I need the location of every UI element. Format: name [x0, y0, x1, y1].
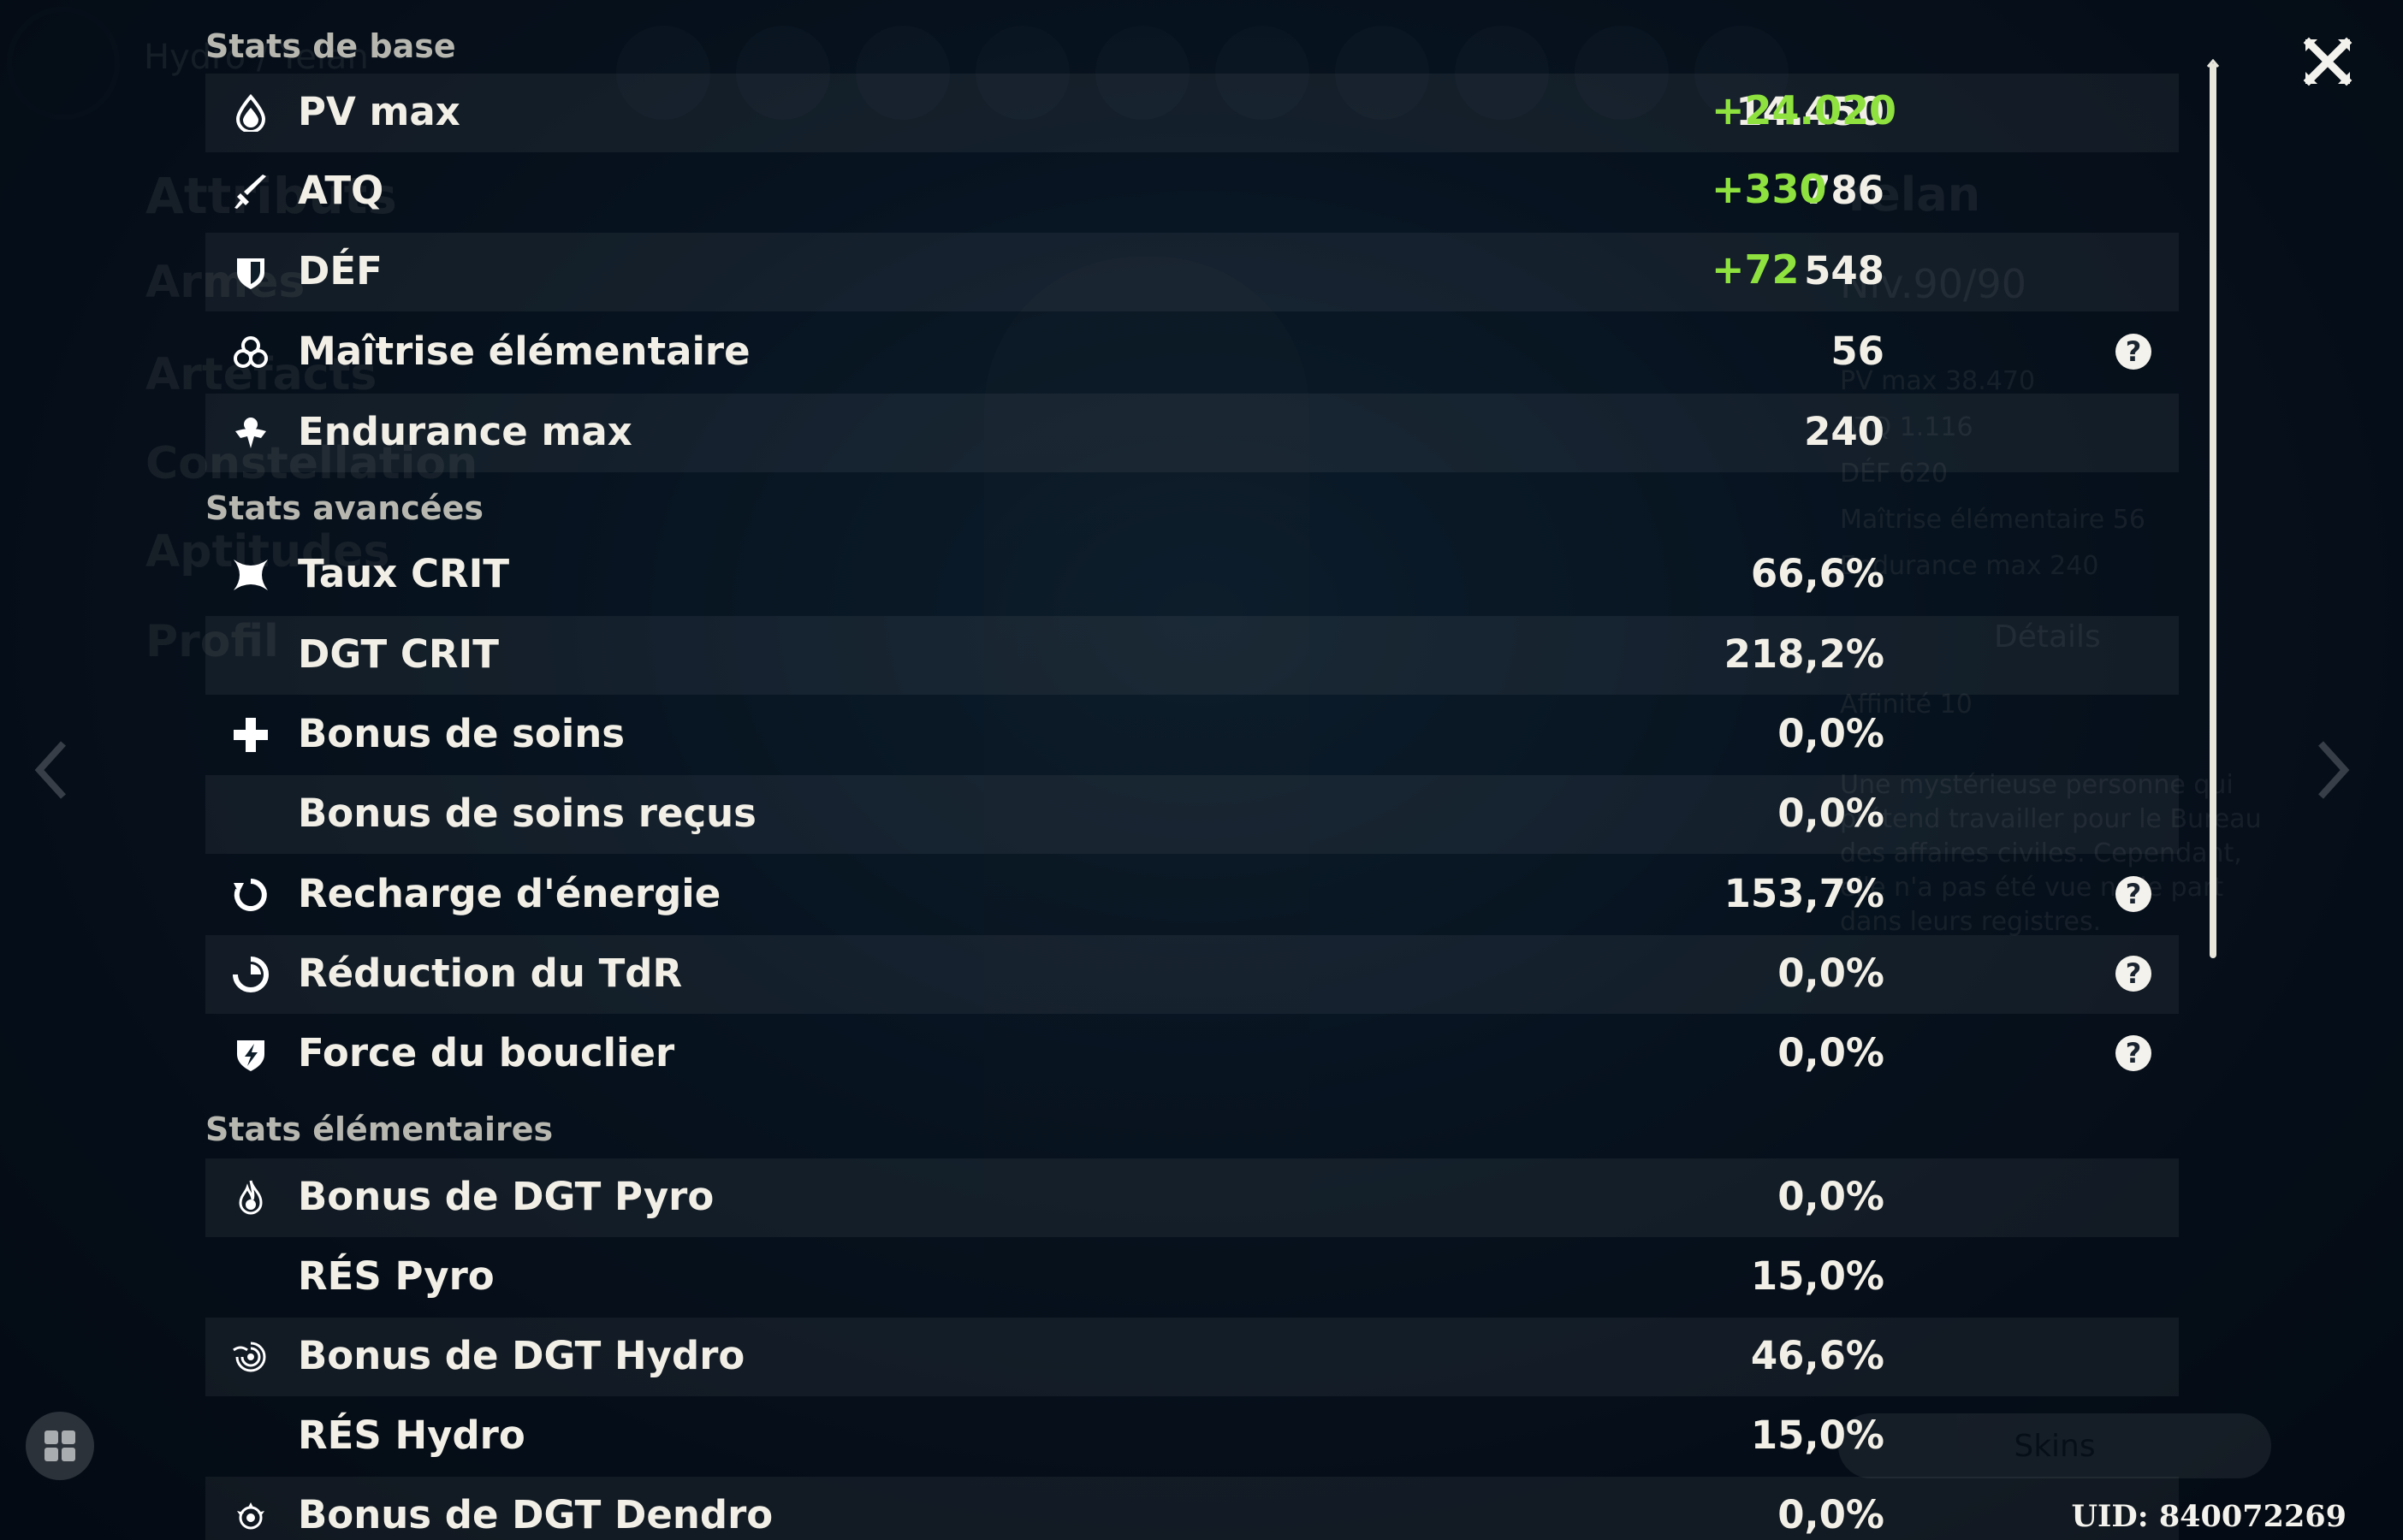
stat-row-em: Maîtrise élémentaire 56 ?: [205, 313, 2179, 392]
stat-row-atk: ATQ 786 +330: [205, 152, 2179, 231]
stat-label: Bonus de soins reçus: [298, 791, 756, 836]
stat-value: 0,0%: [1777, 791, 1884, 836]
stat-value: 46,6%: [1750, 1333, 1884, 1378]
stat-label: ATQ: [298, 168, 384, 213]
stat-row-crit-rate: Taux CRIT 66,6%: [205, 536, 2179, 614]
stat-label: PV max: [298, 89, 460, 134]
stat-row-cd-reduction: Réduction du TdR 0,0% ?: [205, 935, 2179, 1014]
stat-row-pyro-res: RÉS Pyro 15,0%: [205, 1238, 2179, 1317]
stat-row-hydro-dmg: Bonus de DGT Hydro 46,6%: [205, 1318, 2179, 1396]
prev-character-arrow-icon[interactable]: [26, 736, 77, 804]
stat-label: DÉF: [298, 248, 383, 293]
stat-value: 0,0%: [1777, 711, 1884, 756]
elemental-mastery-icon: [231, 333, 270, 372]
help-icon[interactable]: ?: [2115, 1035, 2151, 1071]
menu-grid-icon[interactable]: [26, 1412, 94, 1480]
stat-label: Force du bouclier: [298, 1030, 675, 1075]
stat-label: Bonus de DGT Dendro: [298, 1492, 774, 1537]
stat-row-incoming-healing: Bonus de soins reçus 0,0%: [205, 775, 2179, 854]
def-shield-icon: [231, 252, 270, 292]
stat-label: Bonus de DGT Hydro: [298, 1333, 745, 1378]
stat-value: 14.450: [1736, 89, 1884, 134]
healing-cross-icon: [231, 715, 270, 755]
stat-bonus: +24.020: [1712, 87, 1897, 133]
stat-row-hp: PV max 14.450 +24.020: [205, 74, 2179, 152]
stat-row-def: DÉF 548 +72: [205, 233, 2179, 311]
stat-label: Taux CRIT: [298, 551, 510, 596]
stat-label: Bonus de DGT Pyro: [298, 1174, 715, 1219]
stat-value: 786: [1804, 168, 1884, 213]
stat-row-shield-strength: Force du bouclier 0,0% ?: [205, 1015, 2179, 1093]
stat-row-crit-dmg: DGT CRIT 218,2%: [205, 616, 2179, 695]
close-button[interactable]: [2300, 34, 2355, 89]
stat-value: 66,6%: [1750, 551, 1884, 596]
stat-row-dendro-dmg: Bonus de DGT Dendro 0,0%: [205, 1477, 2179, 1540]
help-icon[interactable]: ?: [2115, 956, 2151, 992]
stat-row-hydro-res: RÉS Hydro 15,0%: [205, 1397, 2179, 1476]
stat-bonus: +330: [1712, 166, 1827, 212]
section-title-base: Stats de base: [205, 27, 456, 65]
stat-label: Maîtrise élémentaire: [298, 329, 751, 374]
stat-label: Réduction du TdR: [298, 951, 683, 996]
energy-recharge-icon: [231, 875, 270, 915]
stat-label: Recharge d'énergie: [298, 871, 721, 916]
stat-value: 0,0%: [1777, 1174, 1884, 1219]
stat-value: 548: [1804, 248, 1884, 293]
stat-label: RÉS Hydro: [298, 1413, 525, 1458]
stat-value: 0,0%: [1777, 1030, 1884, 1075]
stat-row-pyro-dmg: Bonus de DGT Pyro 0,0%: [205, 1158, 2179, 1237]
scrollbar-thumb[interactable]: [2210, 63, 2216, 958]
cd-reduction-icon: [231, 955, 270, 994]
scrollbar-cap-icon: [2206, 55, 2220, 68]
next-character-arrow-icon[interactable]: [2307, 736, 2358, 804]
stat-value: 15,0%: [1750, 1413, 1884, 1458]
help-icon[interactable]: ?: [2115, 334, 2151, 370]
stat-bonus: +72: [1712, 246, 1800, 293]
stat-row-healing-bonus: Bonus de soins 0,0%: [205, 696, 2179, 774]
pyro-icon: [231, 1178, 270, 1217]
crit-rate-icon: [231, 555, 270, 595]
stat-row-energy-recharge: Recharge d'énergie 153,7% ?: [205, 856, 2179, 934]
hp-drop-icon: [231, 93, 270, 133]
stat-value: 0,0%: [1777, 951, 1884, 996]
stat-row-stamina: Endurance max 240: [205, 394, 2179, 472]
stat-value: 15,0%: [1750, 1253, 1884, 1299]
dendro-icon: [231, 1496, 270, 1536]
section-title-advanced: Stats avancées: [205, 489, 484, 527]
stat-value: 218,2%: [1724, 631, 1884, 677]
help-icon[interactable]: ?: [2115, 876, 2151, 912]
stat-value: 56: [1830, 329, 1884, 374]
stat-value: 240: [1804, 409, 1884, 454]
uid-label: UID: 840072269: [2071, 1499, 2347, 1534]
stat-value: 0,0%: [1777, 1492, 1884, 1537]
stat-label: Bonus de soins: [298, 711, 626, 756]
shield-strength-icon: [231, 1034, 270, 1074]
stat-label: Endurance max: [298, 409, 632, 454]
close-icon: [2303, 37, 2353, 86]
stat-label: RÉS Pyro: [298, 1253, 495, 1299]
hydro-icon: [231, 1337, 270, 1377]
section-title-elemental: Stats élémentaires: [205, 1111, 554, 1148]
atk-sword-icon: [231, 172, 270, 211]
stat-label: DGT CRIT: [298, 631, 499, 677]
stamina-icon: [231, 413, 270, 453]
stat-value: 153,7%: [1724, 871, 1884, 916]
